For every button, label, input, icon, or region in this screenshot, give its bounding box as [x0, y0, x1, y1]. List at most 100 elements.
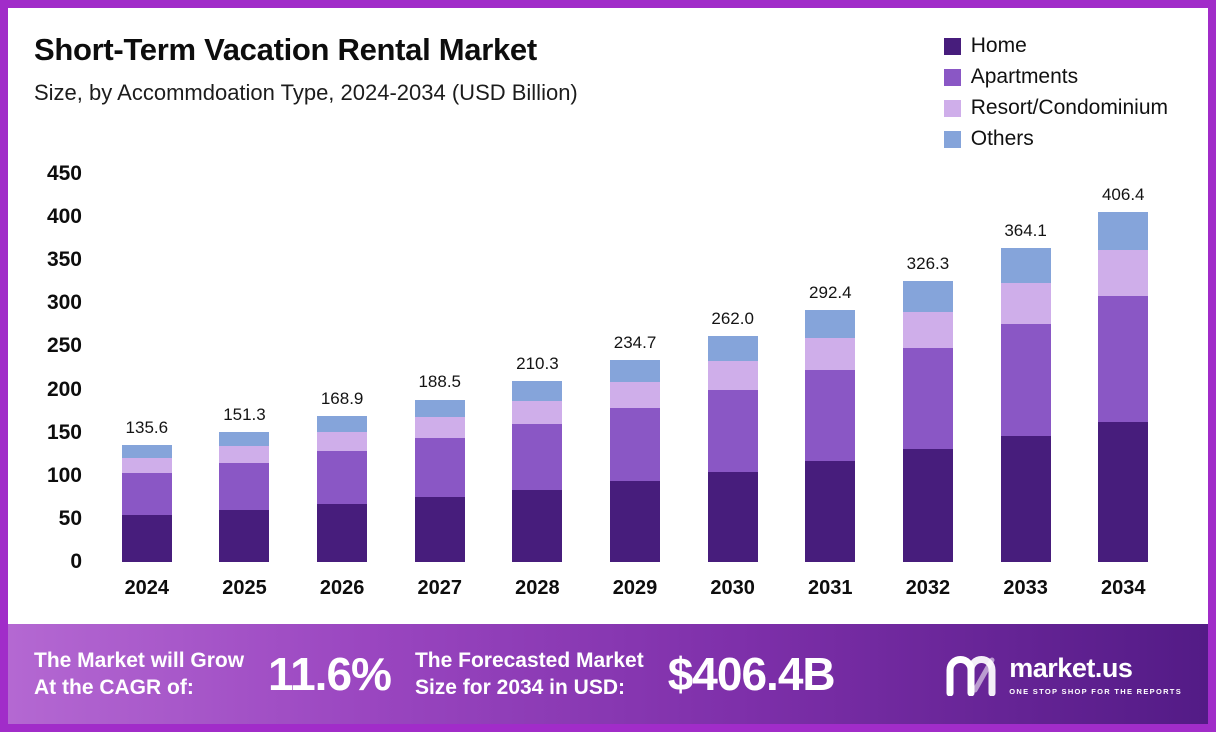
- legend-item-home: Home: [943, 34, 1168, 58]
- bar-group-2028: 210.3: [489, 174, 587, 562]
- bar-total-label: 210.3: [516, 353, 559, 373]
- bar-segment-others: [121, 445, 172, 459]
- legend-swatch-icon: [943, 68, 961, 86]
- x-axis-label-2031: 2031: [808, 576, 853, 599]
- stacked-bar-2032: [902, 174, 953, 562]
- x-axis-label-2027: 2027: [417, 576, 462, 599]
- bar-segment-resort-condominium: [317, 432, 368, 452]
- bar-segment-apartments: [902, 348, 953, 450]
- x-axis-label-2032: 2032: [905, 576, 951, 599]
- y-axis: 450 400 350 300 250 200 150 100 50 0: [22, 162, 98, 573]
- bar-segment-others: [805, 309, 856, 338]
- bar-total-label: 168.9: [320, 389, 364, 409]
- bar-segment-resort-condominium: [707, 360, 758, 391]
- title-block: Short-Term Vacation Rental Market Size, …: [34, 32, 578, 106]
- stacked-bar-2024: [121, 174, 172, 562]
- bar-segment-others: [219, 431, 270, 446]
- bar-group-2026: 168.9: [293, 174, 391, 562]
- x-axis-label-2033: 2033: [1003, 576, 1048, 599]
- bar-segment-others: [512, 380, 563, 401]
- bar-segment-home: [219, 509, 270, 562]
- bar-segment-apartments: [707, 390, 758, 472]
- brand-block: market.us ONE STOP SHOP FOR THE REPORTS: [945, 652, 1182, 696]
- cagr-value: 11.6%: [268, 648, 392, 700]
- brand-text: market.us ONE STOP SHOP FOR THE REPORTS: [1009, 653, 1182, 696]
- bar-total-label: 406.4: [1101, 184, 1145, 204]
- y-tick-label: 50: [58, 506, 82, 530]
- cagr-label-line1: The Market will Grow: [34, 648, 245, 672]
- bar-segment-apartments: [317, 451, 368, 504]
- bar-segment-home: [610, 481, 661, 562]
- y-tick-label: 150: [46, 420, 82, 444]
- bar-segment-others: [902, 280, 953, 312]
- stacked-bar-2029: [610, 174, 661, 562]
- stacked-bar-2026: [317, 174, 368, 562]
- market-us-logo-icon: [946, 656, 996, 696]
- y-tick-label: 100: [46, 463, 82, 487]
- legend-item-resort-condominium: Resort/Condominium: [943, 96, 1168, 120]
- bar-segment-resort-condominium: [121, 458, 172, 474]
- bar-segment-resort-condominium: [805, 337, 856, 371]
- bar-segment-others: [414, 399, 465, 418]
- stacked-bar-2028: [512, 174, 563, 562]
- bar-total-label: 364.1: [1004, 221, 1047, 241]
- bar-segment-apartments: [1098, 295, 1149, 422]
- stacked-bar-2033: [1000, 174, 1051, 562]
- bar-segment-others: [317, 416, 368, 433]
- page-subtitle: Size, by Accommdoation Type, 2024-2034 (…: [34, 80, 578, 105]
- brand-tagline: ONE STOP SHOP FOR THE REPORTS: [1009, 686, 1182, 696]
- x-axis-label-2028: 2028: [515, 576, 560, 599]
- bar-segment-home: [512, 489, 563, 562]
- legend-swatch-icon: [943, 99, 961, 117]
- stacked-bar-2027: [414, 174, 465, 562]
- legend-item-others: Others: [943, 127, 1168, 151]
- footer-banner: The Market will Grow At the CAGR of: 11.…: [8, 624, 1208, 724]
- bar-total-label: 326.3: [906, 253, 950, 273]
- forecast-label: The Forecasted Market Size for 2034 in U…: [415, 647, 644, 702]
- legend-label: Apartments: [970, 65, 1079, 88]
- x-axis: 2024 2025 2026 2027 2028 2029 2030 2031 2032 2033…: [98, 562, 1172, 614]
- bar-segment-others: [1098, 211, 1149, 251]
- y-tick-label: 0: [70, 550, 82, 573]
- bar-segment-apartments: [610, 408, 661, 482]
- bar-segment-home: [1098, 421, 1149, 562]
- bar-total-label: 262.0: [711, 309, 754, 329]
- stacked-bar-2025: [219, 174, 270, 562]
- bar-segment-home: [805, 461, 856, 562]
- bar-segment-resort-condominium: [902, 311, 953, 349]
- bar-segment-others: [610, 359, 661, 382]
- bar-group-2031: 292.4: [781, 174, 879, 562]
- bar-segment-apartments: [1000, 323, 1051, 437]
- legend-label: Resort/Condominium: [970, 96, 1168, 119]
- legend: Home Apartments Resort/Condominium Others: [943, 32, 1168, 151]
- bar-group-2029: 234.7: [586, 174, 684, 562]
- forecast-value: $406.4B: [667, 648, 836, 700]
- bar-segment-resort-condominium: [414, 417, 465, 439]
- x-axis-label-2025: 2025: [222, 576, 267, 599]
- bar-segment-apartments: [219, 462, 270, 510]
- legend-label: Others: [970, 127, 1034, 150]
- bar-group-2024: 135.6: [98, 174, 196, 562]
- bar-group-2033: 364.1: [977, 174, 1075, 562]
- bar-segment-apartments: [121, 473, 172, 516]
- legend-label: Home: [970, 34, 1027, 57]
- stacked-bar-2034: [1098, 174, 1149, 562]
- bar-segment-home: [414, 497, 465, 562]
- bar-segment-home: [707, 471, 758, 562]
- bar-total-label: 292.4: [809, 282, 852, 302]
- bar-segment-others: [707, 336, 758, 361]
- legend-swatch-icon: [943, 37, 961, 55]
- legend-swatch-icon: [943, 130, 961, 148]
- x-axis-label-2030: 2030: [710, 576, 755, 599]
- plot-row: 450 400 350 300 250 200 150 100 50 0 135.6 151.3 16…: [22, 162, 1172, 573]
- bar-segment-home: [902, 449, 953, 562]
- y-tick-label: 300: [46, 291, 82, 315]
- y-tick-label: 250: [46, 334, 82, 358]
- cagr-label-line2: At the CAGR of:: [34, 676, 194, 699]
- bar-group-2027: 188.5: [391, 174, 489, 562]
- plot: 135.6 151.3 168.9 188.5 210.3 234.7 262.0 292.4…: [98, 174, 1172, 562]
- forecast-label-line2: Size for 2034 in USD:: [414, 676, 626, 699]
- y-tick-label: 200: [46, 377, 82, 401]
- bar-segment-resort-condominium: [219, 445, 270, 463]
- bar-segment-resort-condominium: [610, 381, 661, 409]
